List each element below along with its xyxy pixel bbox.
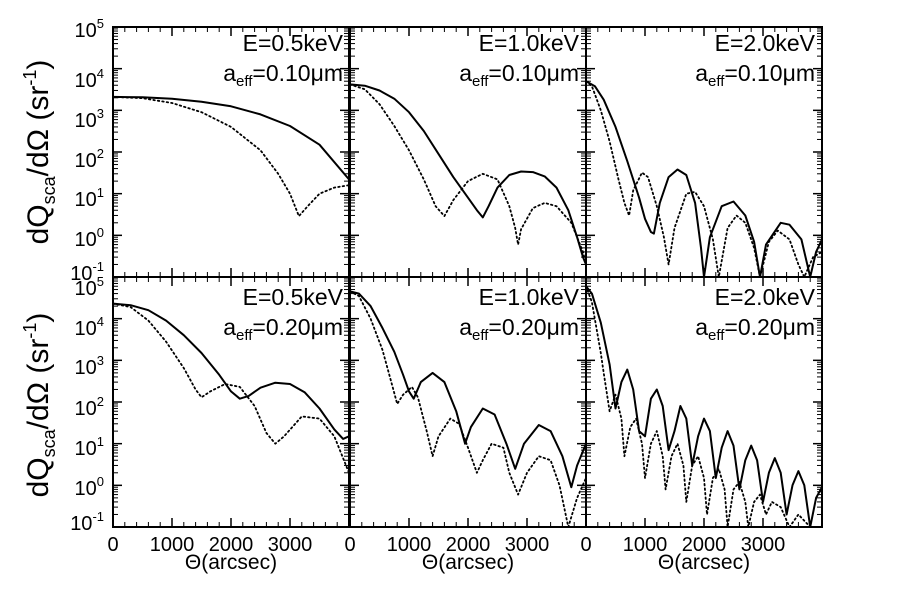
solid-curve [113,302,349,440]
y-tick-label: 10-1 [70,259,104,285]
panel-energy-label: E=0.5keV [243,30,344,56]
panel-energy-label: E=1.0keV [479,30,580,56]
panel-size-label: aeff=0.10μm [223,60,343,90]
panel-energy-label: E=0.5keV [243,284,344,310]
x-tick-label: 3000 [505,534,550,556]
panel-size-label: aeff=0.20μm [459,314,579,344]
x-tick-label: 0 [107,534,118,556]
x-tick-labels: 0 1000 2000 3000 0 1000 2000 3000 0 1000… [107,534,785,556]
x-tick-label: 2000 [209,534,254,556]
y-tick-labels-top: 105 104 103 102 101 100 10-1 [70,16,104,285]
y-tick-label: 105 [75,274,104,300]
y-tick-label: 10-1 [70,509,104,535]
dotted-curve [586,80,822,277]
x-tick-label: 1000 [150,534,195,556]
panel-energy-label: E=2.0keV [715,284,816,310]
y-tick-label: 103 [75,353,104,379]
x-tick-label: 1000 [387,534,432,556]
solid-curve [350,83,586,265]
solid-curve [113,95,349,181]
panel-frame [585,276,823,528]
dotted-curve [586,285,822,527]
solid-curve [350,290,586,489]
y-tick-label: 102 [75,146,104,172]
panel-size-label: aeff=0.10μm [459,60,579,90]
y-tick-label: 103 [75,106,104,132]
panel-energy-label: E=2.0keV [715,30,816,56]
y-tick-labels-bottom: 105 104 103 102 101 100 10-1 [70,274,104,535]
x-tick-label: 1000 [623,534,668,556]
dotted-curve [113,96,349,218]
y-tick-label: 102 [75,394,104,420]
x-axis-title: Θ(arcsec) [658,551,750,574]
solid-curve [586,285,822,527]
x-tick-label: 2000 [682,534,727,556]
y-tick-label: 100 [75,474,104,500]
y-tick-label: 104 [75,66,104,92]
panel-size-label: aeff=0.20μm [695,314,815,344]
y-tick-label: 101 [75,434,104,460]
dotted-curve [350,83,586,266]
dotted-curve [350,290,586,527]
x-tick-label: 3000 [741,534,786,556]
x-tick-label: 3000 [268,534,313,556]
y-tick-label: 105 [75,16,104,42]
panel-energy-label: E=1.0keV [479,284,580,310]
x-axis-title: Θ(arcsec) [185,551,277,574]
x-tick-label: 0 [580,534,591,556]
y-axis-title-bottom: dQsca/dΩ (sr-1) [20,313,59,498]
x-axis-title: Θ(arcsec) [422,551,514,574]
y-axis-title-top: dQsca/dΩ (sr-1) [20,60,59,245]
y-tick-label: 104 [75,314,104,340]
y-tick-label: 100 [75,225,104,251]
panel-size-label: aeff=0.10μm [695,60,815,90]
solid-curve [586,80,822,277]
curves-layer [113,80,822,527]
frames-layer [112,26,823,528]
x-tick-label: 2000 [446,534,491,556]
panel-size-label: aeff=0.20μm [223,314,343,344]
y-tick-label: 101 [75,185,104,211]
x-tick-label: 0 [344,534,355,556]
dotted-curve [113,302,349,474]
